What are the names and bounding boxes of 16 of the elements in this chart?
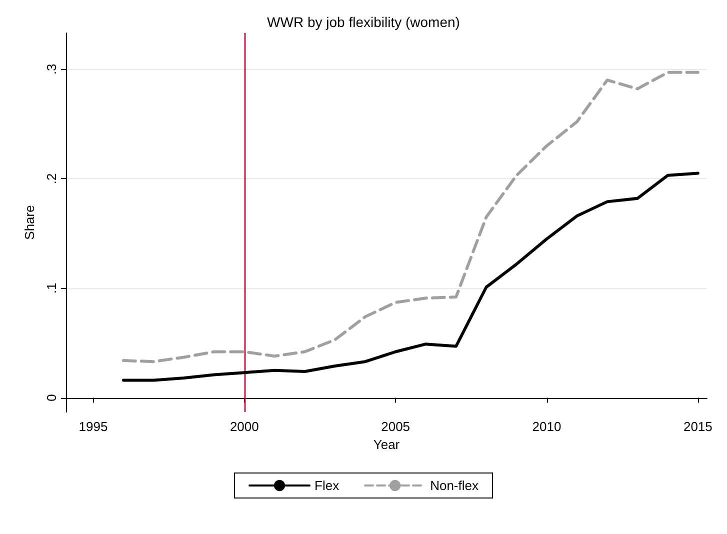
line-series [122, 172, 700, 382]
y-tick-label: .1 [44, 282, 59, 294]
x-tick-label: 2000 [230, 419, 259, 434]
y-axis-title: Share [22, 205, 37, 240]
x-tick-label: 2005 [381, 419, 410, 434]
x-tick-label: 1995 [78, 419, 108, 434]
legend-label: Non-flex [430, 478, 479, 493]
y-tick-label: .2 [44, 173, 59, 184]
x-axis-title: Year [373, 436, 400, 452]
chart-title: WWR by job flexibility (women) [267, 14, 460, 30]
y-tick-label: 0 [44, 394, 59, 402]
line-series [122, 70, 700, 364]
x-tick-label: 2015 [683, 419, 712, 434]
legend-label: Flex [314, 478, 340, 493]
x-tick-label: 2010 [532, 419, 562, 434]
y-tick-label: .3 [44, 64, 59, 75]
